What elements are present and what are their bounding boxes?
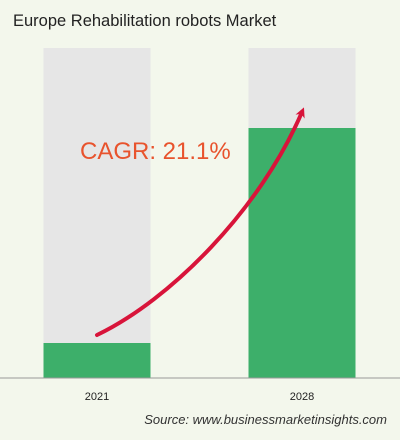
- bar-2021: [43, 343, 151, 378]
- source-text: Source: www.businessmarketinsights.com: [144, 412, 387, 427]
- bar-2028: [248, 128, 356, 378]
- chart-title: Europe Rehabilitation robots Market: [13, 12, 277, 30]
- x-tick-label-2021: 2021: [85, 391, 109, 403]
- cagr-arrow: [95, 107, 305, 337]
- bar-track-2021: [43, 48, 151, 378]
- x-tick-label-2028: 2028: [290, 391, 314, 403]
- cagr-annotation: CAGR: 21.1%: [80, 138, 231, 165]
